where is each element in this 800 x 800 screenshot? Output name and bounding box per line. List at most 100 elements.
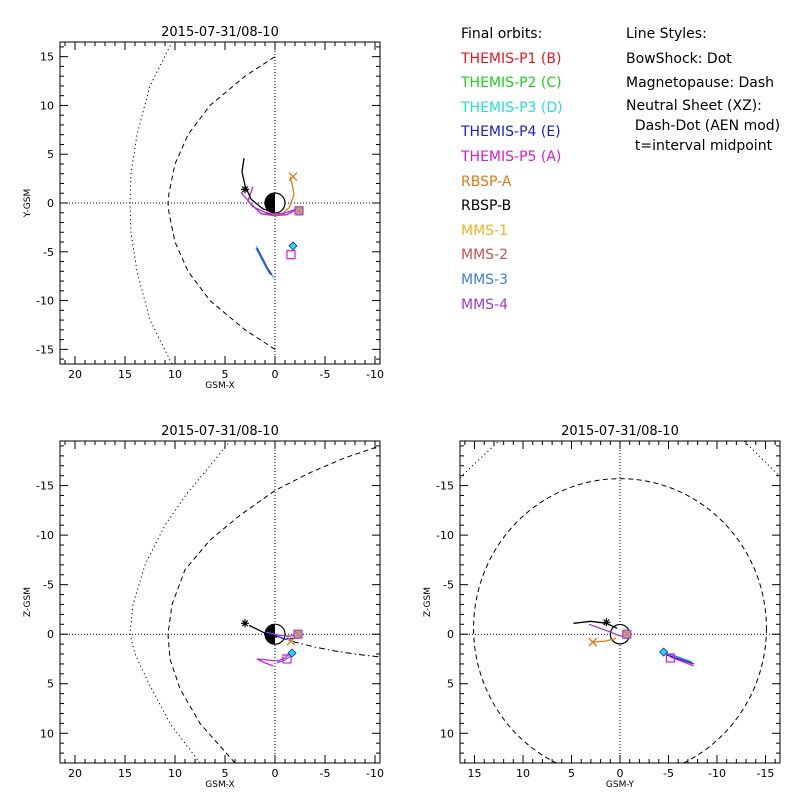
legend-item-mms-4: MMS-4 xyxy=(461,296,509,313)
marker-rbsp-b xyxy=(602,618,611,627)
y-tick-label: 10 xyxy=(40,99,54,112)
orbit-mms-3 xyxy=(255,247,271,275)
orbit-mms-4 xyxy=(240,191,298,215)
orbit-rbsp-a xyxy=(265,176,295,216)
x-tick-label: -5 xyxy=(320,767,331,780)
legend-orbits-title: Final orbits: xyxy=(461,26,543,42)
x-tick-label: 10 xyxy=(168,368,182,381)
y-tick-label: 0 xyxy=(447,628,454,641)
y-tick-label: -10 xyxy=(436,529,454,542)
legend-item-themis-p4: THEMIS-P4 (E) xyxy=(461,124,561,141)
marker-mms-4 xyxy=(293,629,303,639)
legend-item-mms-1: MMS-1 xyxy=(461,222,509,239)
x-tick-label: 0 xyxy=(272,767,279,780)
boundary-bowshock-1 xyxy=(743,441,780,478)
y-tick-label: -5 xyxy=(43,246,54,259)
x-tick-label: 20 xyxy=(68,368,82,381)
y-tick-label: -15 xyxy=(436,480,454,493)
panel-xz: 20 15 10 5 0 -5 -10 10 5 0 -5 -10 -15 2015-07-31/08-1… xyxy=(23,424,384,790)
x-tick-label: 5 xyxy=(222,368,229,381)
y-tick-label: 10 xyxy=(40,727,54,740)
marker-themis-p3 xyxy=(287,648,297,658)
y-axis-label: Z-GSM xyxy=(423,587,433,617)
marker-themis-p3 xyxy=(659,647,669,657)
y-tick-label: 5 xyxy=(447,678,454,691)
y-axis-label: Z-GSM xyxy=(23,587,33,617)
x-tick-label: 20 xyxy=(68,767,82,780)
marker-mms-4 xyxy=(294,206,304,216)
orbit-rbsp-b xyxy=(248,624,278,638)
boundary-bowshock xyxy=(129,42,173,364)
chart-title: 2015-07-31/08-10 xyxy=(561,424,679,439)
marker-mms-4 xyxy=(622,629,632,639)
x-tick-label: 0 xyxy=(272,368,279,381)
x-axis-label: GSM-X xyxy=(205,381,234,391)
x-tick-label: -10 xyxy=(708,767,726,780)
earth-night-side xyxy=(265,193,275,213)
y-tick-label: -15 xyxy=(36,480,54,493)
legend-line-styles: Line Styles: BowShock: Dot Magnetopause:… xyxy=(626,22,780,156)
orbit-themis-p5 xyxy=(256,651,292,667)
x-tick-label: 15 xyxy=(118,767,132,780)
marker-themis-p3 xyxy=(288,241,298,251)
y-tick-label: -5 xyxy=(43,579,54,592)
x-tick-label: 5 xyxy=(568,767,575,780)
orbit-themis-p4 xyxy=(666,654,694,665)
marker-themis-p5 xyxy=(286,250,296,260)
x-tick-label: -5 xyxy=(663,767,674,780)
legend-style-bowshock: BowShock: Dot xyxy=(626,50,732,67)
x-tick-label: -10 xyxy=(366,767,384,780)
boundary-bowshock-0 xyxy=(460,441,500,479)
y-tick-label: 10 xyxy=(440,727,454,740)
orbit-rbsp-a xyxy=(591,637,617,643)
legend-item-mms-3: MMS-3 xyxy=(461,271,509,288)
legend-style-neutral-sheet-model: Dash-Dot (AEN mod) xyxy=(626,117,781,134)
boundary-neutral-sheet xyxy=(279,636,380,658)
x-tick-label: 5 xyxy=(222,767,229,780)
y-tick-label: -10 xyxy=(36,529,54,542)
boundary-bowshock xyxy=(129,441,231,763)
y-tick-label: 5 xyxy=(47,678,54,691)
chart-title: 2015-07-31/08-10 xyxy=(161,25,279,40)
x-tick-label: 10 xyxy=(168,767,182,780)
y-tick-label: 5 xyxy=(47,148,54,161)
orbit-rbsp-b xyxy=(241,158,273,213)
y-tick-label: -5 xyxy=(443,579,454,592)
marker-themis-p5 xyxy=(665,653,676,663)
x-tick-label: 10 xyxy=(516,767,530,780)
boundary-magnetopause xyxy=(167,445,380,763)
x-axis-label: GSM-Y xyxy=(606,780,635,790)
orbit-mms-3 xyxy=(276,654,293,664)
marker-rbsp-b xyxy=(241,619,249,628)
x-tick-label: -10 xyxy=(366,368,384,381)
y-tick-label: 0 xyxy=(47,197,54,210)
x-tick-label: 0 xyxy=(617,767,624,780)
y-tick-label: 15 xyxy=(40,51,54,64)
legend-item-themis-p5: THEMIS-P5 (A) xyxy=(461,148,562,165)
marker-rbsp-a xyxy=(588,637,598,647)
orbit-rbsp-b xyxy=(573,620,618,629)
x-tick-label: -15 xyxy=(756,767,774,780)
orbit-themis-p4 xyxy=(256,247,273,276)
x-axis-label: GSM-X xyxy=(205,780,234,790)
legend-style-neutral-sheet: Neutral Sheet (XZ): xyxy=(626,97,762,114)
legend-item-themis-p1: THEMIS-P1 (B) xyxy=(461,50,562,67)
plot-frame xyxy=(59,440,381,764)
legend-final-orbits: Final orbits: THEMIS-P1 (B) THEMIS-P2 (C)… xyxy=(461,22,563,317)
panel-yz: 15 10 5 0 -5 -10 -15 10 5 0 -5 -10 -15 2015-07-31/08-… xyxy=(423,424,781,790)
x-tick-label: -5 xyxy=(320,368,331,381)
legend-item-rbsp-b: RBSP-B xyxy=(461,198,512,215)
x-tick-label: 15 xyxy=(468,767,482,780)
marker-rbsp-a xyxy=(288,172,298,182)
x-tick-label: 15 xyxy=(118,368,132,381)
chart-title: 2015-07-31/08-10 xyxy=(161,424,279,439)
legend-item-mms-2: MMS-2 xyxy=(461,247,509,264)
y-tick-label: -15 xyxy=(36,343,54,356)
marker-themis-p5 xyxy=(282,654,292,664)
legend-item-rbsp-a: RBSP-A xyxy=(461,173,512,190)
y-tick-label: -10 xyxy=(36,295,54,308)
legend-item-themis-p3: THEMIS-P3 (D) xyxy=(461,99,563,116)
panel-xy: 20 15 10 5 0 -5 -10 -15 -10 -5 0 5 10 15 2015-07-31/08… xyxy=(23,25,384,391)
y-tick-label: 0 xyxy=(47,628,54,641)
